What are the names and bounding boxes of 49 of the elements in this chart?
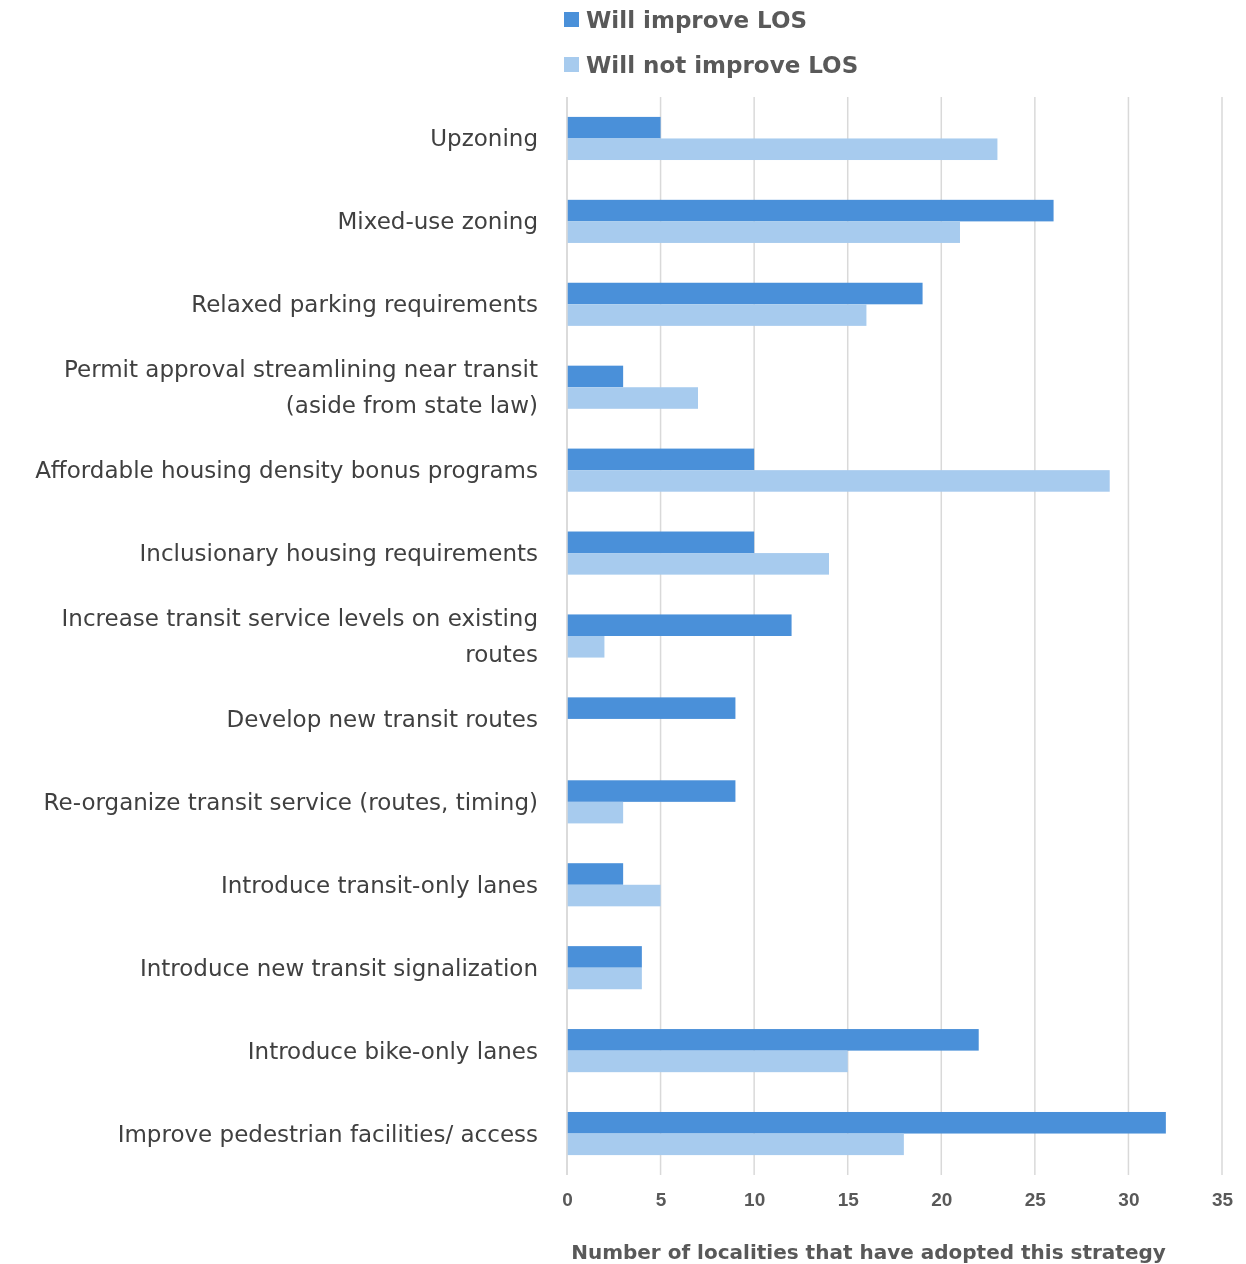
y-tick-label: Mixed-use zoning <box>337 208 538 235</box>
bar <box>567 470 1110 492</box>
bar <box>567 553 829 575</box>
legend-label: Will not improve LOS <box>586 52 859 78</box>
x-tick-label: 0 <box>562 1189 573 1211</box>
y-tick-label: Improve pedestrian facilities/ access <box>117 1120 538 1147</box>
x-axis-title: Number of localities that have adopted this strategy <box>571 1240 1166 1264</box>
x-tick-label: 15 <box>837 1189 860 1211</box>
bar <box>567 387 698 409</box>
x-tick-label: 30 <box>1118 1189 1140 1211</box>
bar <box>567 1133 904 1156</box>
y-tick-label: Develop new transit routes <box>226 705 538 732</box>
bar <box>567 531 755 554</box>
y-tick-label: Affordable housing density bonus programs <box>35 457 538 484</box>
bar <box>567 1050 848 1073</box>
bar <box>567 801 624 824</box>
x-tick-label: 20 <box>931 1189 953 1211</box>
bar <box>567 1029 979 1051</box>
y-tick-label: Inclusionary housing requirements <box>139 540 538 567</box>
y-tick-label: Re-organize transit service (routes, timing) <box>43 788 538 815</box>
bar <box>567 967 642 990</box>
y-tick-label: Introduce bike-only lanes <box>247 1037 538 1064</box>
x-tick-label: 5 <box>655 1189 667 1211</box>
bar <box>567 138 998 161</box>
bar <box>567 884 661 907</box>
bar <box>567 304 867 326</box>
bar <box>567 697 736 719</box>
y-tick-label: Introduce new transit signalization <box>139 954 538 981</box>
x-tick-label: 35 <box>1211 1189 1234 1211</box>
y-tick-label: Increase transit service levels on existing routes <box>61 605 538 667</box>
y-tick-label: Permit approval streamlining near transit (aside from state law) <box>63 356 538 419</box>
x-tick-label: 25 <box>1024 1189 1047 1211</box>
legend-label: Will improve LOS <box>586 7 808 33</box>
x-tick-label: 10 <box>744 1189 766 1211</box>
bar <box>567 863 624 885</box>
bar <box>567 365 624 388</box>
bar <box>567 946 642 968</box>
bar <box>567 221 960 243</box>
y-tick-label: Relaxed parking requirements <box>191 291 538 318</box>
bar <box>567 199 1054 222</box>
bar <box>567 282 923 305</box>
bar <box>567 780 736 802</box>
bar <box>567 448 755 471</box>
bar <box>567 614 792 636</box>
bar <box>567 636 605 658</box>
bar <box>567 116 661 139</box>
y-tick-label: Upzoning <box>430 125 538 152</box>
y-tick-label: Introduce transit-only lanes <box>220 871 538 898</box>
bar <box>567 1111 1166 1134</box>
